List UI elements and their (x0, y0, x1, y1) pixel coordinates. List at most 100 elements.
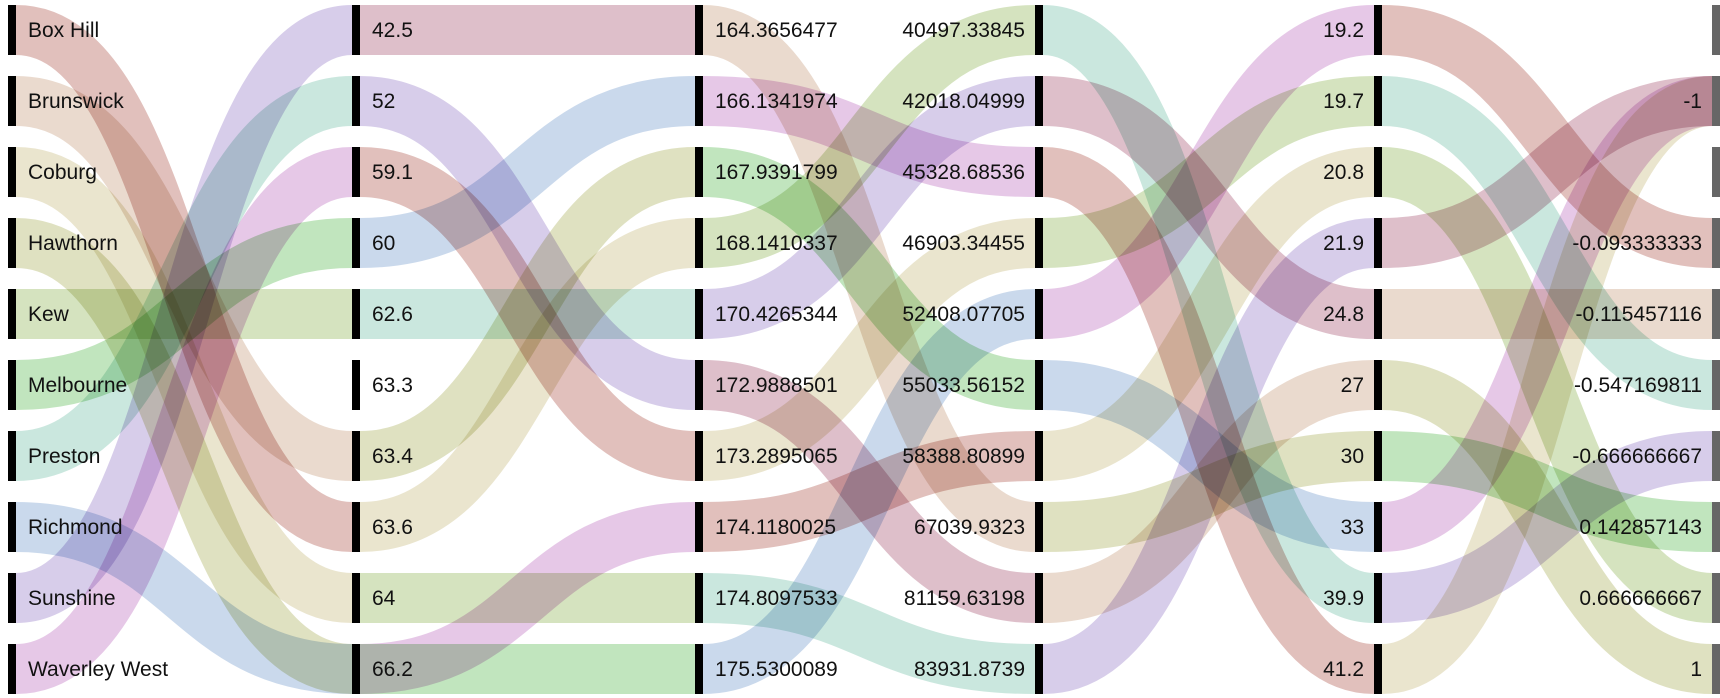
node-bar-0-9[interactable] (8, 644, 16, 694)
node-label-1-8: 64 (372, 587, 396, 610)
node-label-2-5: 172.9888501 (715, 374, 838, 397)
node-label-1-5: 63.3 (372, 374, 413, 397)
node-label-2-1: 166.1341974 (715, 90, 838, 113)
ribbon-richmond-1 (359, 502, 696, 694)
node-bar-4-1[interactable] (1374, 76, 1382, 126)
node-label-0-3: Hawthorn (28, 232, 118, 255)
node-bar-2-8[interactable] (695, 573, 703, 623)
node-label-5-9: 1 (1690, 658, 1702, 681)
node-bar-3-2[interactable] (1035, 147, 1043, 197)
node-label-3-2: 45328.68536 (902, 161, 1025, 184)
node-bar-1-9[interactable] (352, 644, 360, 694)
node-bar-3-0[interactable] (1035, 5, 1043, 55)
node-label-3-4: 52408.07705 (902, 303, 1025, 326)
node-bar-4-5[interactable] (1374, 360, 1382, 410)
node-bar-4-7[interactable] (1374, 502, 1382, 552)
node-bar-0-2[interactable] (8, 147, 16, 197)
ribbon-box-hill-1 (358, 218, 697, 552)
node-bar-4-8[interactable] (1374, 573, 1382, 623)
node-bar-5-9[interactable] (1712, 644, 1720, 694)
node-label-4-1: 19.7 (1323, 90, 1364, 113)
node-bar-0-0[interactable] (8, 5, 16, 55)
node-bar-3-9[interactable] (1035, 644, 1043, 694)
node-bar-5-1[interactable] (1712, 76, 1720, 126)
node-bar-5-8[interactable] (1712, 573, 1720, 623)
node-label-2-2: 167.9391799 (715, 161, 838, 184)
node-bar-4-9[interactable] (1374, 644, 1382, 694)
node-bar-4-6[interactable] (1374, 431, 1382, 481)
node-bar-3-5[interactable] (1035, 360, 1043, 410)
node-bar-2-2[interactable] (695, 147, 703, 197)
node-bar-5-3[interactable] (1712, 218, 1720, 268)
node-bar-5-5[interactable] (1712, 360, 1720, 410)
node-bar-1-8[interactable] (352, 573, 360, 623)
node-bar-5-6[interactable] (1712, 431, 1720, 481)
node-bar-3-6[interactable] (1035, 431, 1043, 481)
node-label-2-4: 170.4265344 (715, 303, 838, 326)
node-bar-2-3[interactable] (695, 218, 703, 268)
node-bar-4-2[interactable] (1374, 147, 1382, 197)
ribbon-hawthorn-4 (1381, 5, 1713, 268)
node-bar-3-8[interactable] (1035, 573, 1043, 623)
node-bar-1-3[interactable] (352, 218, 360, 268)
node-label-1-2: 59.1 (372, 161, 413, 184)
ribbon-waverley-west-2 (702, 218, 1036, 481)
node-label-4-3: 21.9 (1323, 232, 1364, 255)
node-label-4-6: 30 (1341, 445, 1364, 468)
node-label-4-8: 39.9 (1323, 587, 1364, 610)
node-bar-2-0[interactable] (695, 5, 703, 55)
node-bar-1-1[interactable] (352, 76, 360, 126)
node-bar-0-8[interactable] (8, 573, 16, 623)
node-label-1-7: 63.6 (372, 516, 413, 539)
node-bar-1-6[interactable] (352, 431, 360, 481)
node-label-5-6: -0.666666667 (1572, 445, 1702, 468)
node-bar-4-0[interactable] (1374, 5, 1382, 55)
node-label-1-3: 60 (372, 232, 395, 255)
node-label-3-0: 40497.33845 (902, 19, 1025, 42)
node-bar-0-4[interactable] (8, 289, 16, 339)
node-label-0-8: Sunshine (28, 587, 116, 610)
node-bar-2-5[interactable] (695, 360, 703, 410)
node-label-3-8: 81159.63198 (904, 587, 1025, 610)
ribbon-melbourne-1 (359, 76, 696, 268)
node-label-1-0: 42.5 (372, 19, 413, 42)
node-bar-2-9[interactable] (695, 644, 703, 694)
node-bar-4-3[interactable] (1374, 218, 1382, 268)
node-label-3-5: 55033.56152 (902, 374, 1025, 397)
node-bar-2-6[interactable] (695, 431, 703, 481)
node-bar-0-5[interactable] (8, 360, 16, 410)
node-bar-0-7[interactable] (8, 502, 16, 552)
node-label-0-7: Richmond (28, 516, 123, 539)
node-bar-0-6[interactable] (8, 431, 16, 481)
node-label-1-9: 66.2 (372, 658, 413, 681)
node-bar-1-4[interactable] (352, 289, 360, 339)
ribbon-melbourne-3 (1040, 147, 1377, 694)
node-bar-0-1[interactable] (8, 76, 16, 126)
node-bar-2-4[interactable] (695, 289, 703, 339)
node-bar-5-7[interactable] (1712, 502, 1720, 552)
node-bar-1-5[interactable] (352, 360, 360, 410)
node-bar-1-0[interactable] (352, 5, 360, 55)
node-bar-0-3[interactable] (8, 218, 16, 268)
node-bar-4-4[interactable] (1374, 289, 1382, 339)
node-label-5-7: 0.142857143 (1579, 516, 1702, 539)
node-bar-3-7[interactable] (1035, 502, 1043, 552)
node-bar-2-1[interactable] (695, 76, 703, 126)
ribbon-richmond-2 (702, 431, 1036, 552)
node-label-1-6: 63.4 (372, 445, 413, 468)
node-bar-1-7[interactable] (352, 502, 360, 552)
node-bar-3-3[interactable] (1035, 218, 1043, 268)
node-layer (8, 5, 1720, 694)
node-bar-5-0[interactable] (1712, 5, 1720, 55)
node-label-1-4: 62.6 (372, 303, 413, 326)
node-bar-5-2[interactable] (1712, 147, 1720, 197)
node-label-0-4: Kew (28, 303, 70, 326)
node-bar-1-2[interactable] (352, 147, 360, 197)
node-bar-3-4[interactable] (1035, 289, 1043, 339)
node-bar-2-7[interactable] (695, 502, 703, 552)
node-label-0-6: Preston (28, 445, 100, 468)
node-bar-3-1[interactable] (1035, 76, 1043, 126)
node-bar-5-4[interactable] (1712, 289, 1720, 339)
node-label-5-1: -1 (1683, 90, 1702, 113)
